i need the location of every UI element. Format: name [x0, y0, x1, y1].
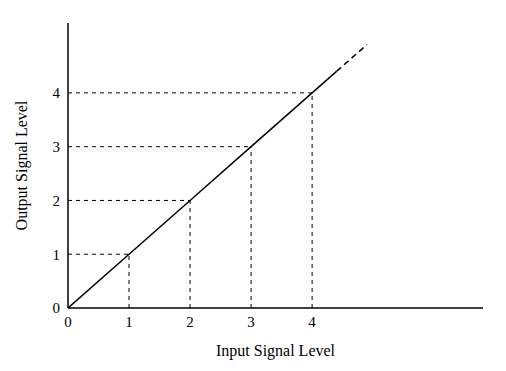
- svg-text:2: 2: [53, 193, 61, 209]
- svg-text:1: 1: [53, 247, 61, 263]
- svg-text:4: 4: [308, 314, 316, 330]
- svg-text:0: 0: [53, 300, 61, 316]
- svg-text:2: 2: [186, 314, 194, 330]
- svg-text:3: 3: [247, 314, 255, 330]
- svg-text:Input Signal Level: Input Signal Level: [216, 342, 336, 360]
- svg-text:Output Signal Level: Output Signal Level: [13, 100, 31, 230]
- svg-text:3: 3: [53, 139, 61, 155]
- svg-text:0: 0: [64, 314, 72, 330]
- svg-text:1: 1: [125, 314, 133, 330]
- svg-text:4: 4: [53, 85, 61, 101]
